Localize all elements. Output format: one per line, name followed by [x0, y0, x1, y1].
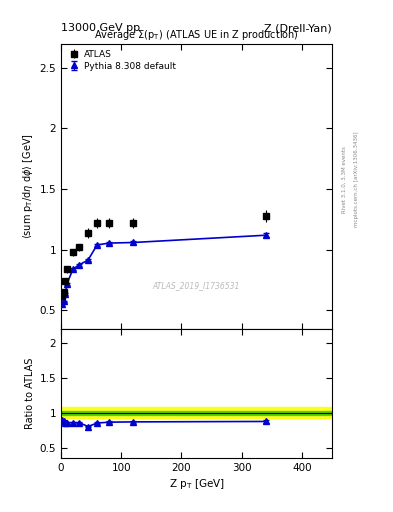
Text: mcplots.cern.ch [arXiv:1306.3436]: mcplots.cern.ch [arXiv:1306.3436]	[354, 132, 359, 227]
Bar	[61, 411, 332, 415]
Y-axis label: $\langle$sum p$_\mathrm{T}$/d$\eta$ d$\phi\rangle$ [GeV]: $\langle$sum p$_\mathrm{T}$/d$\eta$ d$\p…	[21, 133, 35, 239]
Text: Rivet 3.1.0, 3.3M events: Rivet 3.1.0, 3.3M events	[342, 146, 347, 212]
Text: Z (Drell-Yan): Z (Drell-Yan)	[264, 23, 332, 33]
Text: ATLAS_2019_I1736531: ATLAS_2019_I1736531	[153, 282, 240, 290]
Y-axis label: Ratio to ATLAS: Ratio to ATLAS	[25, 358, 35, 429]
Text: 13000 GeV pp: 13000 GeV pp	[61, 23, 140, 33]
X-axis label: Z p$_\mathrm{T}$ [GeV]: Z p$_\mathrm{T}$ [GeV]	[169, 477, 224, 492]
Bar	[61, 408, 332, 418]
Title: Average $\Sigma$(p$_\mathrm{T}$) (ATLAS UE in Z production): Average $\Sigma$(p$_\mathrm{T}$) (ATLAS …	[94, 28, 299, 42]
Legend: ATLAS, Pythia 8.308 default: ATLAS, Pythia 8.308 default	[65, 48, 178, 72]
